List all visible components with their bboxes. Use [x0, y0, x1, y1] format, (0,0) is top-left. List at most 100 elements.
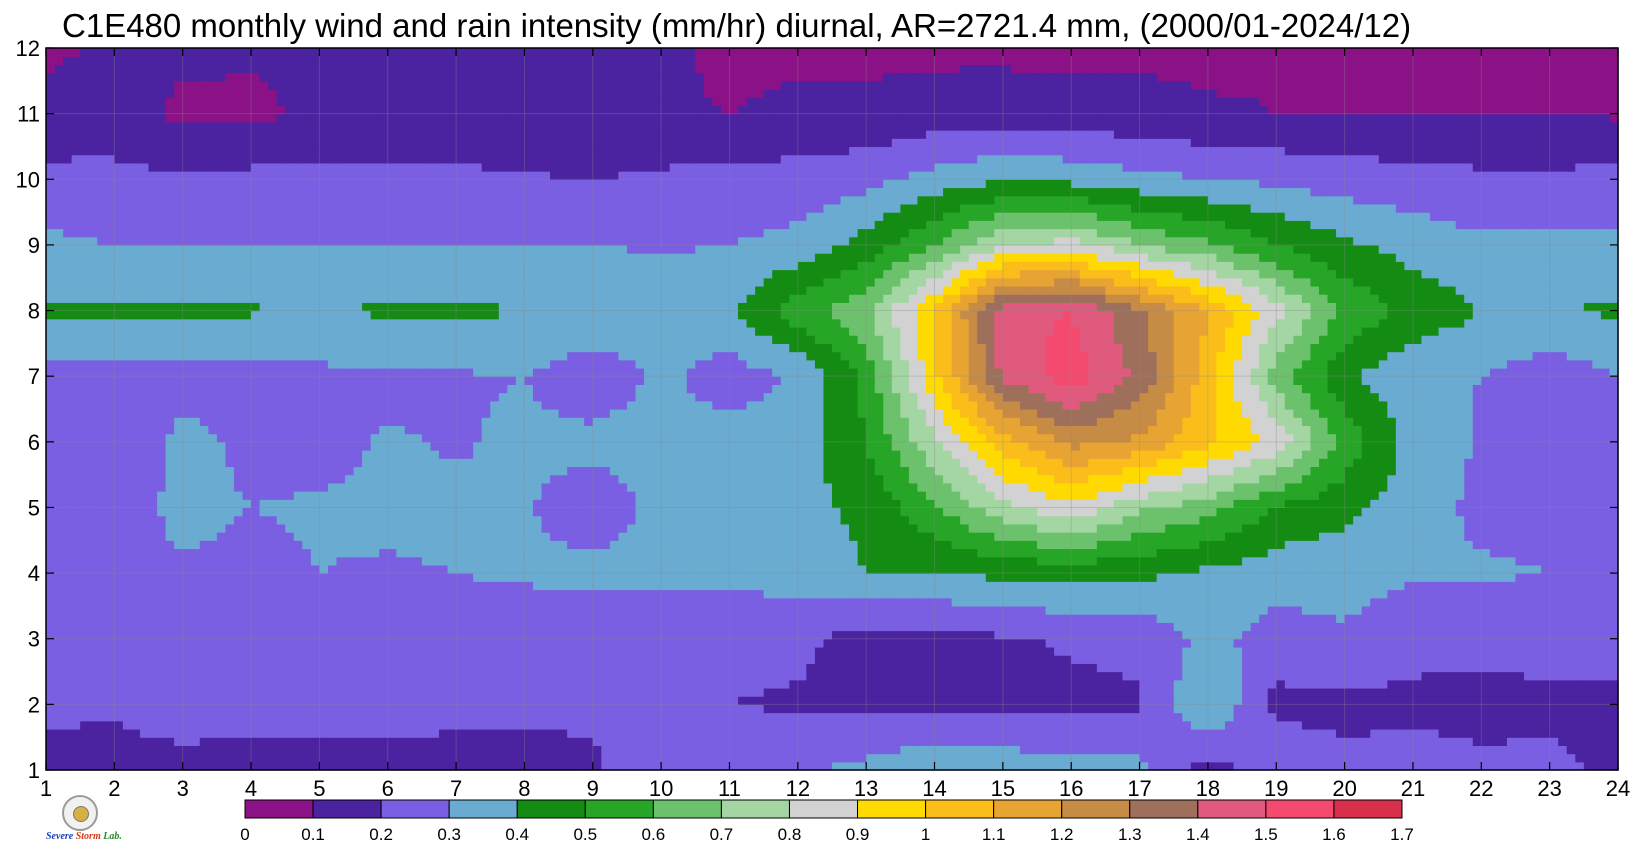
heatmap-cell [925, 597, 936, 607]
heatmap-cell [1327, 573, 1337, 582]
heatmap-cell [678, 663, 688, 673]
heatmap-cell [1259, 646, 1269, 656]
heatmap-cell [985, 761, 995, 771]
heatmap-cell [755, 638, 765, 648]
heatmap-cell [1600, 761, 1611, 771]
heatmap-cell [1054, 646, 1064, 656]
heatmap-cell [891, 687, 901, 697]
heatmap-cell [609, 728, 620, 738]
heatmap-cell [832, 737, 842, 746]
heatmap-cell [268, 630, 278, 640]
heatmap-cell [532, 720, 543, 730]
heatmap-cell [1190, 745, 1200, 755]
heatmap-cell [404, 671, 414, 681]
heatmap-cell [908, 655, 919, 664]
heatmap-cell [1242, 761, 1252, 771]
heatmap-cell [285, 712, 295, 722]
heatmap-cell [874, 687, 884, 697]
heatmap-cell [1566, 564, 1576, 574]
heatmap-cell [1156, 605, 1166, 615]
heatmap-cell [883, 630, 893, 640]
heatmap-cell [891, 589, 901, 599]
heatmap-cell [985, 737, 995, 746]
heatmap-cell [1515, 597, 1525, 607]
heatmap-cell [832, 761, 842, 771]
heatmap-cell [1532, 663, 1542, 673]
heatmap-cell [1199, 638, 1209, 648]
heatmap-cell [285, 671, 295, 681]
heatmap-cell [1404, 679, 1414, 689]
heatmap-cell [1301, 597, 1312, 607]
heatmap-cell [1327, 638, 1337, 648]
heatmap-cell [686, 679, 696, 689]
heatmap-cell [977, 753, 987, 763]
heatmap-cell [1173, 581, 1183, 591]
heatmap-cell [208, 704, 218, 714]
heatmap-cell [1575, 663, 1585, 673]
heatmap-cell [379, 728, 389, 738]
heatmap-cell [934, 548, 944, 558]
heatmap-cell [1583, 622, 1593, 632]
heatmap-cell [251, 581, 261, 591]
heatmap-cell [310, 753, 320, 763]
heatmap-cell [746, 573, 756, 582]
heatmap-cell [1609, 614, 1619, 623]
heatmap-cell [139, 728, 150, 738]
heatmap-cell [370, 597, 380, 607]
heatmap-cell [1002, 573, 1013, 582]
heatmap-cell [165, 573, 175, 582]
heatmap-cell [686, 671, 696, 681]
heatmap-cell [575, 614, 585, 623]
heatmap-cell [943, 663, 953, 673]
heatmap-cell [738, 655, 748, 664]
heatmap-cell [1028, 761, 1038, 771]
heatmap-cell [251, 589, 261, 599]
heatmap-cell [1139, 646, 1149, 656]
heatmap-cell [404, 761, 414, 771]
heatmap-cell [1464, 597, 1474, 607]
heatmap-cell [379, 630, 389, 640]
heatmap-cell [404, 556, 414, 566]
heatmap-cell [1575, 655, 1585, 664]
heatmap-cell [1455, 720, 1465, 730]
heatmap-cell [703, 646, 713, 656]
heatmap-cell [635, 573, 645, 582]
heatmap-cell [695, 589, 705, 599]
heatmap-cell [1105, 638, 1115, 648]
heatmap-cell [1250, 687, 1260, 697]
heatmap-cell [908, 761, 919, 771]
heatmap-cell [797, 761, 807, 771]
heatmap-cell [1173, 720, 1183, 730]
heatmap-cell [609, 622, 620, 632]
heatmap-cell [1524, 630, 1534, 640]
heatmap-cell [507, 564, 517, 574]
heatmap-cell [105, 622, 115, 632]
heatmap-cell [481, 556, 491, 566]
heatmap-cell [1370, 614, 1380, 623]
heatmap-cell [63, 679, 73, 689]
heatmap-cell [1515, 548, 1525, 558]
heatmap-cell [814, 581, 825, 591]
heatmap-cell [1481, 712, 1491, 722]
heatmap-cell [1113, 564, 1124, 574]
heatmap-cell [644, 646, 654, 656]
heatmap-cell [268, 761, 278, 771]
heatmap-cell [362, 655, 372, 664]
heatmap-cell [80, 597, 90, 607]
heatmap-cell [900, 605, 910, 615]
heatmap-cell [1404, 564, 1414, 574]
heatmap-cell [456, 679, 466, 689]
heatmap-cell [1600, 704, 1611, 714]
heatmap-cell [1250, 720, 1260, 730]
heatmap-cell [1028, 704, 1038, 714]
heatmap-cell [1250, 581, 1260, 591]
heatmap-cell [208, 630, 218, 640]
heatmap-cell [1421, 589, 1431, 599]
heatmap-cell [71, 581, 81, 591]
heatmap-cell [379, 687, 389, 697]
heatmap-cell [644, 622, 654, 632]
heatmap-cell [1293, 573, 1303, 582]
heatmap-cell [157, 728, 167, 738]
heatmap-cell [439, 589, 449, 599]
heatmap-cell [242, 540, 252, 550]
